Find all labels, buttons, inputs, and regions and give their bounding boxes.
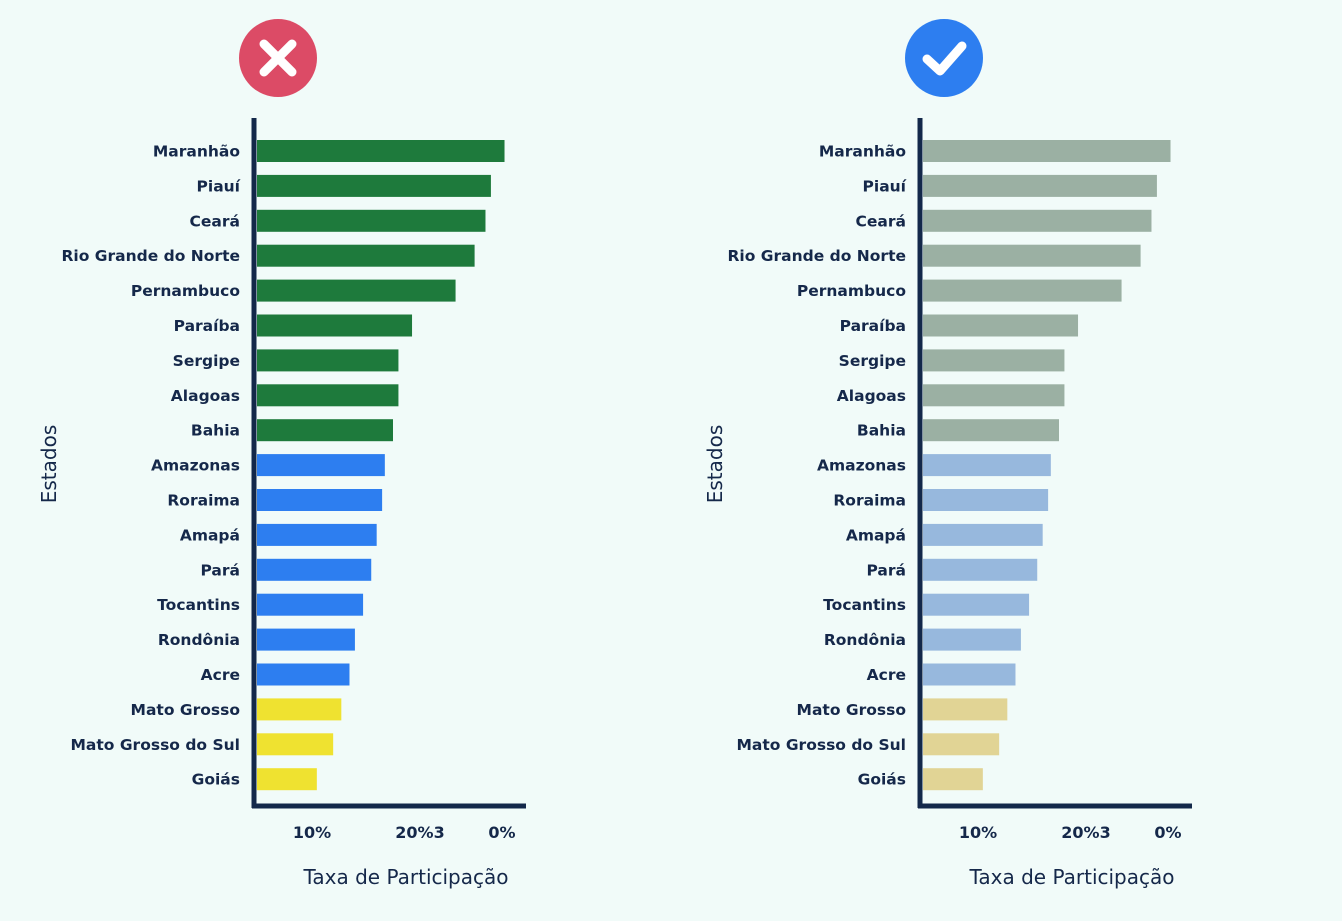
category-label: Acre <box>867 666 906 684</box>
bar-mato-grosso <box>923 698 1008 721</box>
x-axis-title: Taxa de Participação <box>303 865 509 889</box>
bar-amazonas <box>257 454 385 477</box>
category-label: Amazonas <box>151 457 240 475</box>
category-label: Mato Grosso do Sul <box>736 736 906 754</box>
category-label: Goiás <box>858 771 906 789</box>
bar-tocantins <box>923 593 1030 616</box>
category-label: Pernambuco <box>797 282 906 300</box>
x-tick-label: 20%3 <box>1061 823 1110 842</box>
category-label: Mato Grosso do Sul <box>70 736 240 754</box>
category-label: Rondônia <box>824 631 906 649</box>
bar-amapá <box>923 523 1043 546</box>
category-label: Alagoas <box>171 387 240 405</box>
bar-paraíba <box>257 314 413 337</box>
x-axis-title: Taxa de Participação <box>969 865 1175 889</box>
category-label: Bahia <box>191 422 240 440</box>
category-label: Maranhão <box>819 143 906 161</box>
category-label: Alagoas <box>837 387 906 405</box>
bar-tocantins <box>257 593 364 616</box>
bar-pernambuco <box>257 279 456 302</box>
category-label: Amazonas <box>817 457 906 475</box>
bar-amazonas <box>923 454 1051 477</box>
category-label: Rondônia <box>158 631 240 649</box>
x-mark-icon <box>259 39 297 77</box>
bad-example-badge <box>239 19 317 97</box>
category-label: Goiás <box>192 771 240 789</box>
category-label: Rio Grande do Norte <box>62 247 241 265</box>
category-label: Bahia <box>857 422 906 440</box>
category-label: Pará <box>200 561 240 579</box>
bar-bahia <box>923 419 1059 442</box>
good-badge-circle <box>905 19 983 97</box>
category-label: Tocantins <box>157 596 240 614</box>
x-tick-label: 10% <box>959 823 997 842</box>
good-example-chart: Maranhão Piauí Ceará Rio Grande do Norte Per… <box>703 118 1192 889</box>
y-axis-title: Estados <box>37 425 61 504</box>
bar-pernambuco <box>923 279 1122 302</box>
x-tick-label: 20%3 <box>395 823 444 842</box>
y-axis-title: Estados <box>703 425 727 504</box>
category-label: Roraima <box>833 492 906 510</box>
category-label: Sergipe <box>839 352 906 370</box>
category-label: Mato Grosso <box>797 701 906 719</box>
category-label: Pernambuco <box>131 282 240 300</box>
bar-mato-grosso <box>257 698 342 721</box>
bar-acre <box>257 663 350 686</box>
bar-ceará <box>923 209 1152 232</box>
bar-sergipe <box>257 349 399 372</box>
bar-bahia <box>257 419 393 442</box>
bar-rio-grande-do-norte <box>923 244 1141 267</box>
category-label: Pará <box>866 561 906 579</box>
category-label: Ceará <box>856 212 906 230</box>
bar-roraima <box>257 489 383 511</box>
bar-pará <box>923 558 1038 581</box>
bar-goiás <box>257 768 317 791</box>
bar-maranhão <box>923 140 1171 162</box>
bar-piauí <box>257 174 491 197</box>
category-label: Mato Grosso <box>131 701 240 719</box>
category-label: Ceará <box>190 212 240 230</box>
category-label: Acre <box>201 666 240 684</box>
bar-maranhão <box>257 140 505 162</box>
bar-roraima <box>923 489 1049 511</box>
bar-sergipe <box>923 349 1065 372</box>
bar-ceará <box>257 209 486 232</box>
bar-mato-grosso-do-sul <box>923 733 1000 756</box>
bar-piauí <box>923 174 1157 197</box>
bar-rondônia <box>257 628 355 651</box>
bar-mato-grosso-do-sul <box>257 733 334 756</box>
x-tick-label: 0% <box>488 823 515 842</box>
category-label: Paraíba <box>174 317 240 335</box>
bad-example-chart: Maranhão Piauí Ceará Rio Grande do Norte Per… <box>37 118 526 889</box>
x-tick-label: 10% <box>293 823 331 842</box>
check-mark-icon <box>922 41 967 76</box>
category-label: Piauí <box>197 177 241 195</box>
bar-acre <box>923 663 1016 686</box>
category-label: Sergipe <box>173 352 240 370</box>
category-label: Maranhão <box>153 143 240 161</box>
good-example-badge <box>905 19 983 97</box>
bar-alagoas <box>923 384 1065 407</box>
category-label: Amapá <box>180 526 240 544</box>
bar-rondônia <box>923 628 1021 651</box>
bar-paraíba <box>923 314 1079 337</box>
bar-goiás <box>923 768 983 791</box>
category-label: Roraima <box>167 492 240 510</box>
category-label: Piauí <box>863 177 907 195</box>
bar-alagoas <box>257 384 399 407</box>
x-tick-label: 0% <box>1154 823 1181 842</box>
bar-pará <box>257 558 372 581</box>
bar-amapá <box>257 523 377 546</box>
category-label: Paraíba <box>840 317 906 335</box>
category-label: Tocantins <box>823 596 906 614</box>
bar-rio-grande-do-norte <box>257 244 475 267</box>
category-label: Amapá <box>846 526 906 544</box>
category-label: Rio Grande do Norte <box>728 247 907 265</box>
